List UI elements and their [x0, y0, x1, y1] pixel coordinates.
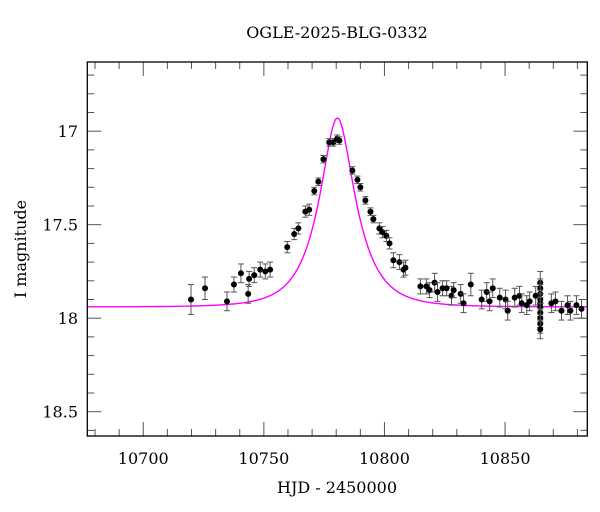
data-point	[230, 276, 237, 293]
data-point	[443, 280, 450, 297]
data-point	[396, 254, 403, 271]
data-point	[573, 295, 580, 315]
data-point	[467, 272, 474, 297]
data-point	[567, 300, 574, 321]
data-point	[336, 136, 343, 145]
data-point	[537, 319, 544, 340]
x-tick-label: 10850	[480, 449, 531, 468]
chart-title: OGLE-2025-BLG-0332	[246, 23, 428, 42]
data-point	[558, 300, 565, 321]
data-point	[367, 207, 374, 216]
data-point	[237, 263, 244, 284]
data-point	[460, 293, 467, 314]
data-point	[188, 284, 195, 315]
y-tick-label: 17.5	[42, 216, 78, 235]
plot-frame	[86, 61, 588, 437]
data-point	[426, 282, 433, 299]
data-point	[349, 166, 356, 175]
data-point	[504, 300, 511, 321]
data-point	[245, 284, 252, 304]
data-point	[330, 138, 337, 147]
data-point	[486, 291, 493, 312]
data-point	[257, 261, 264, 278]
data-points	[188, 134, 585, 340]
data-point	[511, 287, 518, 308]
y-tick-label: 18	[58, 309, 78, 328]
data-point	[202, 276, 209, 300]
data-point	[402, 259, 409, 276]
x-axis-label: HJD - 2450000	[277, 478, 397, 497]
data-point	[306, 203, 313, 216]
x-tick-label: 10800	[359, 449, 410, 468]
data-point	[295, 222, 302, 235]
data-point	[315, 177, 322, 186]
data-point	[370, 214, 377, 224]
data-point	[489, 278, 496, 299]
data-point	[267, 261, 274, 278]
data-point	[302, 205, 309, 218]
data-point	[417, 278, 424, 295]
y-tick-label: 18.5	[42, 403, 78, 422]
axis-ticks	[87, 62, 588, 436]
x-tick-label: 10750	[238, 449, 289, 468]
x-tick-labels: 10700 10750 10800 10850	[118, 449, 531, 468]
data-point	[246, 270, 253, 287]
data-point	[496, 287, 503, 308]
data-point	[390, 252, 397, 269]
data-point	[357, 183, 364, 192]
data-point	[362, 196, 369, 205]
data-point	[552, 291, 559, 312]
data-point	[518, 293, 525, 314]
data-point	[311, 186, 318, 196]
data-point	[450, 282, 457, 299]
data-point	[434, 282, 441, 302]
data-point	[251, 267, 258, 284]
plot-area	[86, 61, 588, 437]
data-point	[478, 289, 485, 310]
data-point	[320, 155, 327, 164]
data-point	[262, 263, 269, 280]
data-point	[284, 241, 291, 254]
data-point	[532, 285, 539, 306]
data-point	[386, 237, 393, 250]
y-tick-label: 17	[58, 122, 78, 141]
data-point	[578, 298, 585, 319]
model-curve	[87, 117, 588, 308]
y-tick-labels: 17 17.5 18 18.5	[42, 122, 78, 422]
data-point	[526, 291, 533, 312]
x-tick-label: 10700	[118, 449, 169, 468]
data-point	[223, 291, 230, 312]
data-point	[354, 175, 361, 185]
y-axis-label: I magnitude	[11, 200, 30, 298]
